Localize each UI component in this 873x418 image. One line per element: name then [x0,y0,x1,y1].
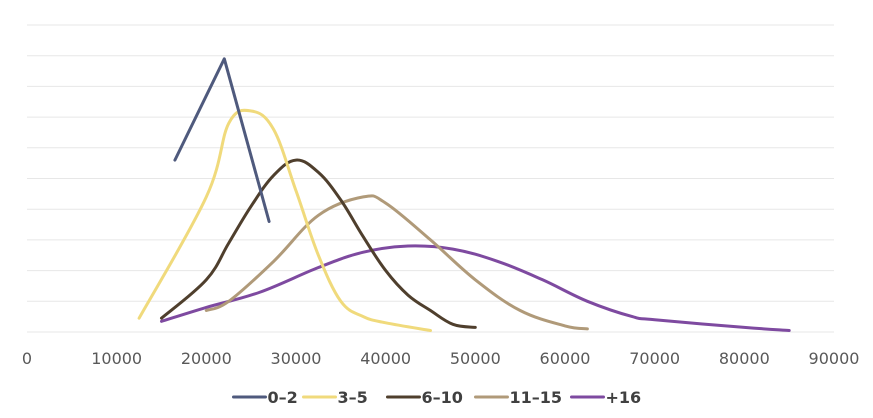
legend-item-1[interactable]: 3–5 [302,388,368,407]
x-tick-label: 60000 [540,349,591,368]
series-line-3 [204,194,589,331]
x-tick-label: 90000 [809,349,860,368]
x-tick-label: 10000 [91,349,142,368]
legend-item-3[interactable]: 11–15 [474,388,563,407]
legend-item-0[interactable]: 0–2 [232,388,298,407]
legend: 0–2 3–5 6–10 11–15 +16 [232,388,642,407]
x-tick-label: 80000 [719,349,770,368]
gridlines [27,24,834,333]
x-tick-label: 20000 [181,349,232,368]
series-line-4 [160,244,791,332]
x-axis-ticks: 0 10000 20000 30000 40000 50000 60000 70000 8000… [22,349,860,368]
legend-label: +16 [606,388,642,407]
series-line-2 [160,158,477,329]
x-tick-label: 30000 [271,349,322,368]
legend-item-2[interactable]: 6–10 [386,388,463,407]
legend-label: 3–5 [338,388,368,407]
x-tick-label: 50000 [450,349,501,368]
series-lines [137,57,791,332]
legend-label: 0–2 [268,388,298,407]
legend-label: 11–15 [510,388,563,407]
series-line-0 [173,57,271,223]
x-tick-label: 0 [22,349,32,368]
legend-item-4[interactable]: +16 [570,388,642,407]
legend-label: 6–10 [422,388,463,407]
series-line-1 [137,108,432,332]
x-tick-label: 70000 [629,349,680,368]
x-tick-label: 40000 [360,349,411,368]
